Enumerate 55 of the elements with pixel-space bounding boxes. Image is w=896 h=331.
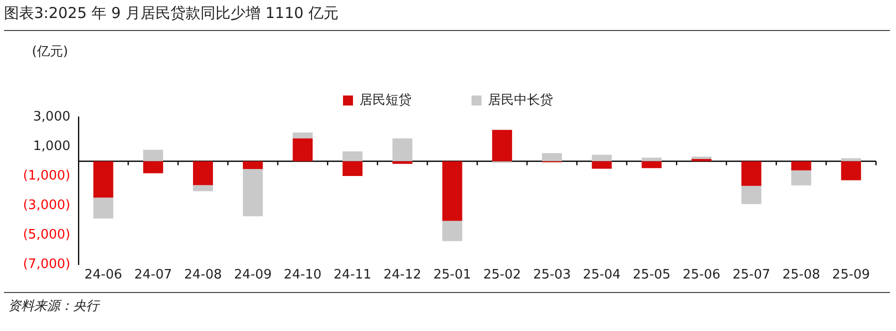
bar: [242, 161, 263, 170]
y-tick-label: 1,000: [33, 138, 70, 154]
bar: [791, 161, 812, 170]
bar: [342, 151, 363, 162]
chart-title: 图表3:2025 年 9 月居民贷款同比少增 1110 亿元: [4, 4, 338, 23]
x-tick-label: 24-07: [134, 268, 172, 283]
bar: [642, 161, 662, 168]
y-tick-label: (5,000): [22, 227, 70, 242]
x-tick-label: 25-02: [483, 268, 521, 283]
y-tick-label: 3,000: [33, 109, 70, 124]
legend-label: 居民中长贷: [488, 92, 553, 108]
x-tick-label: 24-11: [334, 268, 372, 283]
bar: [143, 150, 164, 162]
x-tick-label: 25-09: [832, 268, 870, 283]
x-tick-label: 24-12: [384, 268, 422, 283]
x-tick-label: 24-10: [284, 268, 322, 283]
text: 资料来源：央行: [8, 298, 99, 315]
bar: [442, 220, 462, 242]
bar: [741, 161, 762, 186]
bar: [143, 161, 164, 174]
bar: [93, 161, 114, 198]
bar: [841, 161, 862, 180]
bar: [542, 153, 562, 162]
x-tick-label: 25-07: [732, 268, 770, 283]
x-tick-label: 24-06: [84, 268, 122, 283]
bar: [791, 170, 812, 186]
x-tick-label: 24-08: [184, 268, 222, 283]
y-axis-title: (亿元): [32, 44, 68, 60]
bar: [642, 158, 662, 162]
bar: [492, 130, 512, 162]
x-tick-label: 25-08: [782, 268, 820, 283]
bar: [592, 154, 612, 162]
bar: [442, 161, 462, 221]
bar: [93, 198, 114, 219]
x-tick-label: 25-05: [632, 268, 671, 283]
bar: [392, 138, 412, 162]
bar: [741, 186, 762, 204]
x-tick-label: 25-03: [533, 268, 571, 283]
bar: [193, 161, 213, 186]
bar: [292, 132, 313, 138]
bar: [592, 161, 612, 169]
y-tick-label: (1,000): [22, 168, 70, 184]
x-tick-label: 24-09: [234, 268, 272, 283]
x-tick-label: 25-04: [582, 268, 621, 283]
y-tick-label: (7,000): [22, 256, 70, 272]
bar: [242, 169, 263, 216]
bar: [342, 161, 363, 176]
bar: [292, 138, 313, 162]
bar: [193, 185, 213, 192]
legend-label: 居民短贷: [360, 92, 412, 108]
bar: [692, 156, 712, 160]
x-tick-label: 25-06: [682, 268, 720, 283]
bar: [392, 161, 412, 164]
x-tick-label: 25-01: [433, 268, 472, 283]
y-tick-label: (3,000): [22, 198, 70, 213]
